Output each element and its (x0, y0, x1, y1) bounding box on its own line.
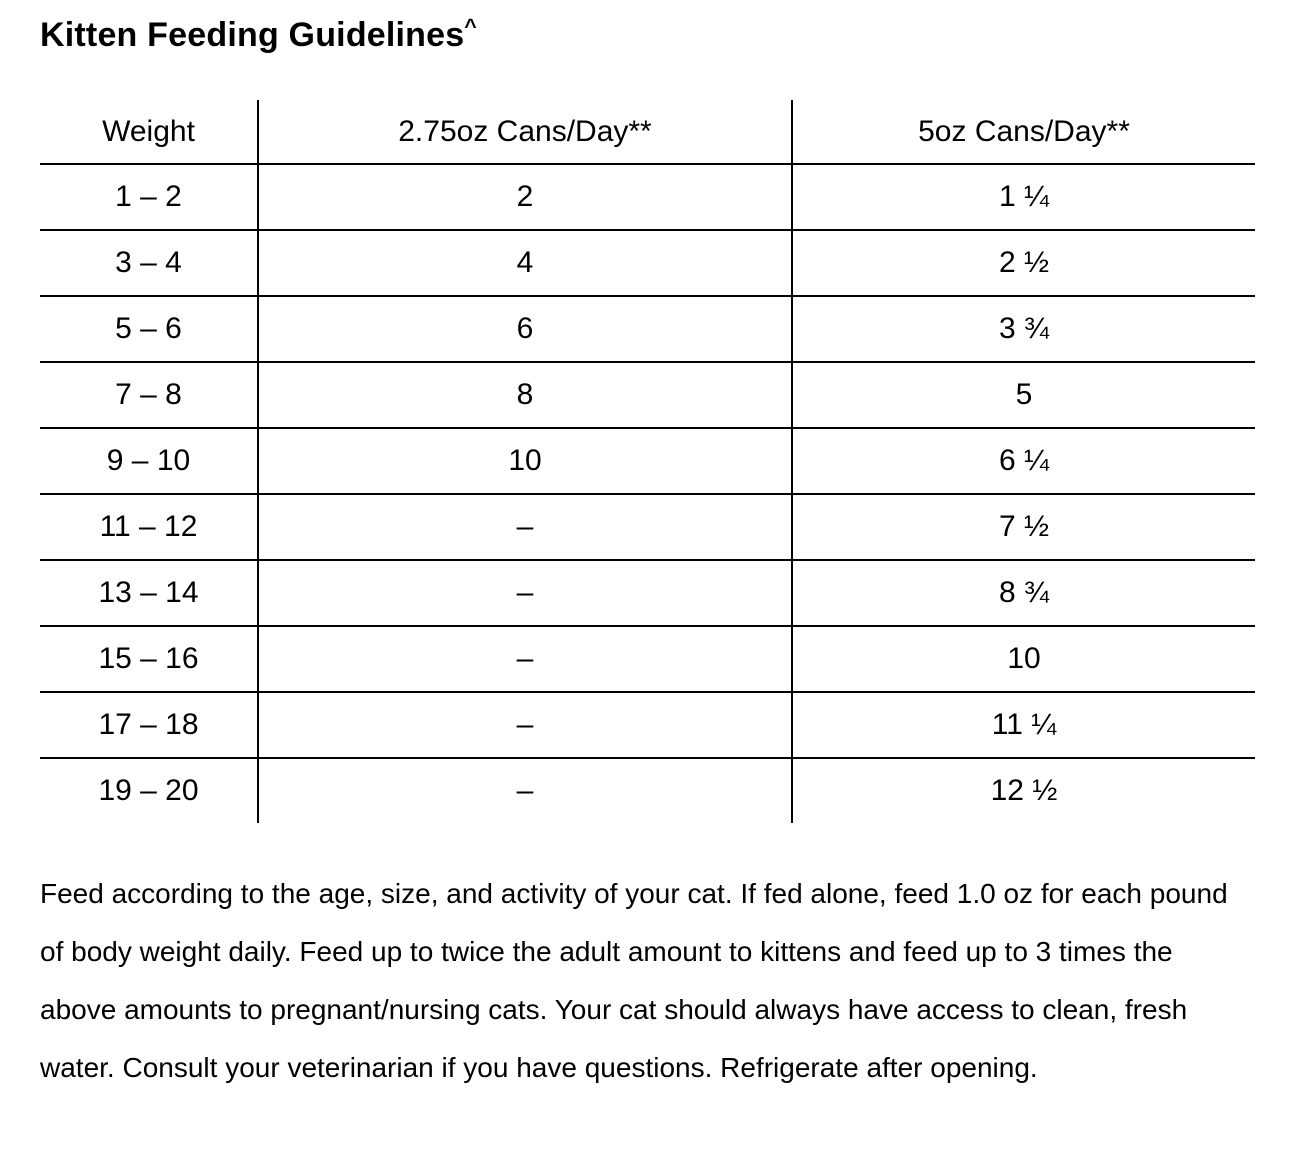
cell-cans-5: 5 (792, 362, 1255, 429)
cell-weight: 5 – 6 (40, 296, 259, 363)
cell-weight: 17 – 18 (40, 692, 259, 759)
cell-weight: 3 – 4 (40, 230, 259, 297)
cell-weight: 15 – 16 (40, 626, 259, 693)
cell-cans-275: 6 (258, 296, 793, 363)
cell-weight: 11 – 12 (40, 494, 259, 561)
column-header-275oz-cans: 2.75oz Cans/Day** (258, 100, 793, 165)
cell-cans-275: 4 (258, 230, 793, 297)
cell-cans-5: 1 ¼ (792, 164, 1255, 231)
table-row: 15 – 16 – 10 (40, 626, 1255, 693)
column-header-5oz-cans: 5oz Cans/Day** (792, 100, 1255, 165)
page-title-text: Kitten Feeding Guidelines (40, 16, 465, 54)
table-row: 19 – 20 – 12 ½ (40, 758, 1255, 823)
cell-cans-5: 12 ½ (990, 774, 1058, 807)
cell-cans-5: 6 ¼ (792, 428, 1255, 495)
cell-cans-275: – (258, 494, 793, 561)
table-row: 5 – 6 6 3 ¾ (40, 296, 1255, 363)
cell-weight: 9 – 10 (40, 428, 259, 495)
table-row: 1 – 2 2 1 ¼ (40, 164, 1255, 231)
table-row: 9 – 10 10 6 ¼ (40, 428, 1255, 495)
cell-cans-275: – (258, 626, 793, 693)
table-row: 13 – 14 – 8 ¾ (40, 560, 1255, 627)
page: Kitten Feeding Guidelines^ Weight 2.75oz… (40, 15, 1255, 1083)
table-row: 7 – 8 8 5 (40, 362, 1255, 429)
cell-weight: 19 – 20 (40, 758, 259, 823)
cell-cans-275: 2 (258, 164, 793, 231)
cell-weight: 13 – 14 (40, 560, 259, 627)
cell-cans-275: 8 (258, 362, 793, 429)
cell-cans-275: – (258, 692, 793, 759)
title-superscript-caret: ^ (464, 15, 477, 39)
page-title: Kitten Feeding Guidelines^ (40, 15, 1255, 56)
table-row: 3 – 4 4 2 ½ (40, 230, 1255, 297)
cell-cans-275: 10 (258, 428, 793, 495)
header-row: Weight 2.75oz Cans/Day** 5oz Cans/Day** (40, 100, 1255, 165)
cell-cans-275: – (258, 758, 793, 823)
table-row: 17 – 18 – 11 ¼ (40, 692, 1255, 759)
cell-cans-5: 8 ¾ (792, 560, 1255, 627)
cell-cans-275: – (258, 560, 793, 627)
cell-cans-5: 10 (792, 626, 1255, 693)
feeding-guidelines-table: Weight 2.75oz Cans/Day** 5oz Cans/Day** … (40, 100, 1255, 823)
cell-cans-5: 3 ¾ (792, 296, 1255, 363)
feeding-note: Feed according to the age, size, and act… (40, 878, 1228, 1083)
column-header-weight: Weight (40, 100, 259, 165)
table-row: 11 – 12 – 7 ½ (40, 494, 1255, 561)
cell-cans-5: 11 ¼ (792, 692, 1255, 759)
cell-cans-5: 7 ½ (792, 494, 1255, 561)
cell-weight: 7 – 8 (40, 362, 259, 429)
cell-cans-5: 2 ½ (792, 230, 1255, 297)
cell-weight: 1 – 2 (40, 164, 259, 231)
